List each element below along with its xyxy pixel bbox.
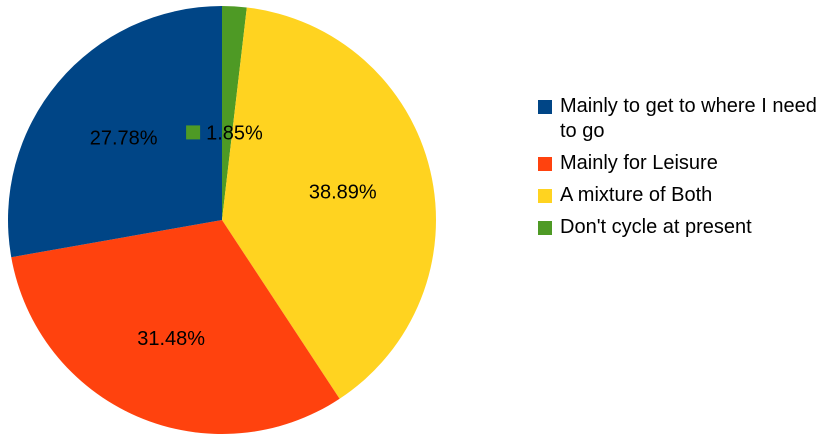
legend-swatch	[538, 189, 552, 203]
pie-data-labels: 1.85% 38.89% 31.48% 27.78%	[90, 122, 377, 349]
data-label-key-square	[186, 125, 201, 140]
data-label-text: 1.85%	[206, 122, 263, 144]
legend-label: Mainly to get to where I need to go	[560, 95, 817, 142]
legend-item-mainly-to-get-to-where-i-need-to-go: Mainly to get to where I need to go	[538, 94, 830, 144]
legend-item-a-mixture-of-both: A mixture of Both	[538, 183, 830, 208]
data-label-text: 27.78%	[90, 127, 158, 149]
data-label-mainly-to-get-to-where-i-need-to-go: 27.78%	[90, 127, 158, 149]
legend-item-don-t-cycle-at-present: Don't cycle at present	[538, 215, 830, 240]
pie-slice-mainly-for-leisure	[11, 220, 340, 434]
pie-slice-mainly-to-get-to-where-i-need-to-go	[7, 6, 223, 258]
legend-label: A mixture of Both	[560, 184, 713, 206]
data-label-don-t-cycle-at-present: 1.85%	[186, 122, 263, 144]
pie-slices	[7, 6, 436, 434]
chart-legend: Mainly to get to where I need to go Mainl…	[538, 94, 830, 247]
legend-label: Mainly for Leisure	[560, 152, 718, 174]
pie-slice-don-t-cycle-at-present	[222, 6, 247, 220]
legend-swatch	[538, 221, 552, 235]
legend-label: Don't cycle at present	[560, 216, 752, 238]
legend-swatch	[538, 100, 552, 114]
data-label-a-mixture-of-both: 38.89%	[309, 181, 377, 203]
data-label-mainly-for-leisure: 31.48%	[137, 328, 205, 350]
data-label-text: 31.48%	[137, 328, 205, 350]
data-label-text: 38.89%	[309, 181, 377, 203]
legend-swatch	[538, 157, 552, 171]
pie-slice-a-mixture-of-both	[222, 7, 436, 399]
legend-item-mainly-for-leisure: Mainly for Leisure	[538, 151, 830, 176]
